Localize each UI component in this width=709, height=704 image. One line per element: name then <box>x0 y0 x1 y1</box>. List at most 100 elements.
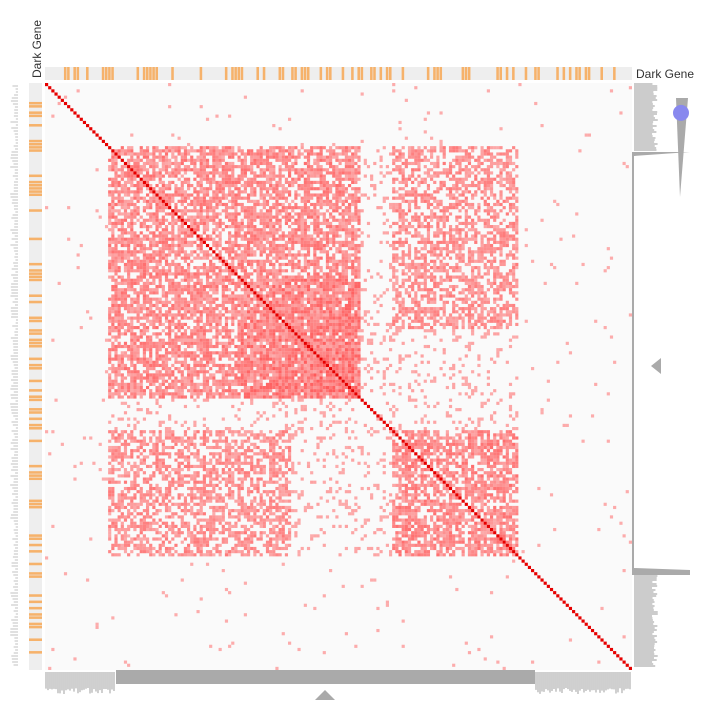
heatmap-cell[interactable] <box>272 234 276 238</box>
heatmap-cell[interactable] <box>142 284 146 289</box>
heatmap-cell[interactable] <box>508 234 513 238</box>
heatmap-cell[interactable] <box>183 155 188 159</box>
heatmap-cell[interactable] <box>111 180 115 184</box>
heatmap-cell[interactable] <box>139 231 143 235</box>
heatmap-cell[interactable] <box>111 196 115 200</box>
heatmap-cell[interactable] <box>496 152 500 156</box>
heatmap-cell[interactable] <box>149 452 153 456</box>
heatmap-cell[interactable] <box>458 209 462 213</box>
heatmap-cell[interactable] <box>329 146 333 150</box>
heatmap-cell[interactable] <box>127 215 131 219</box>
heatmap-cell[interactable] <box>452 177 456 181</box>
heatmap-cell[interactable] <box>168 338 172 342</box>
heatmap-cell[interactable] <box>142 243 146 248</box>
heatmap-cell[interactable] <box>300 183 304 188</box>
heatmap-cell[interactable] <box>130 196 134 200</box>
heatmap-cell[interactable] <box>499 202 503 207</box>
heatmap-cell[interactable] <box>190 493 194 497</box>
heatmap-cell[interactable] <box>177 392 181 396</box>
heatmap-cell[interactable] <box>202 187 206 191</box>
heatmap-cell[interactable] <box>190 234 194 238</box>
heatmap-cell[interactable] <box>136 303 140 308</box>
heatmap-cell[interactable] <box>136 187 140 191</box>
heatmap-cell[interactable] <box>145 161 150 166</box>
heatmap-cell[interactable] <box>183 502 188 506</box>
heatmap-cell[interactable] <box>180 161 184 166</box>
heatmap-cell[interactable] <box>322 180 326 184</box>
heatmap-cell[interactable] <box>221 187 225 191</box>
heatmap-cell[interactable] <box>168 165 172 169</box>
heatmap-cell[interactable] <box>123 468 128 472</box>
heatmap-cell[interactable] <box>133 247 137 251</box>
heatmap-cell[interactable] <box>114 543 118 547</box>
heatmap-cell[interactable] <box>228 225 232 229</box>
heatmap-cell[interactable] <box>278 237 282 241</box>
heatmap-cell[interactable] <box>145 493 150 497</box>
heatmap-cell[interactable] <box>300 89 304 93</box>
heatmap-cell[interactable] <box>177 351 181 355</box>
heatmap-cell[interactable] <box>250 183 254 188</box>
heatmap-cell[interactable] <box>471 183 475 188</box>
heatmap-cell[interactable] <box>164 373 169 377</box>
heatmap-cell[interactable] <box>171 553 175 557</box>
heatmap-cell[interactable] <box>136 534 140 538</box>
heatmap-cell[interactable] <box>183 278 188 282</box>
heatmap-cell[interactable] <box>224 215 229 219</box>
heatmap-cell[interactable] <box>196 329 200 333</box>
heatmap-cell[interactable] <box>253 171 257 175</box>
heatmap-cell[interactable] <box>158 392 162 396</box>
heatmap-cell[interactable] <box>149 344 153 349</box>
heatmap-cell[interactable] <box>133 354 137 358</box>
heatmap-cell[interactable] <box>164 212 169 216</box>
heatmap-cell[interactable] <box>250 221 254 226</box>
heatmap-cell[interactable] <box>149 527 153 532</box>
heatmap-cell[interactable] <box>335 234 339 238</box>
heatmap-cell[interactable] <box>344 240 348 244</box>
heatmap-cell[interactable] <box>171 133 175 137</box>
heatmap-cell[interactable] <box>127 367 131 371</box>
heatmap-cell[interactable] <box>117 335 121 339</box>
heatmap-cell[interactable] <box>127 199 131 203</box>
heatmap-cell[interactable] <box>177 322 181 327</box>
heatmap-cell[interactable] <box>471 234 475 238</box>
heatmap-cell[interactable] <box>464 202 468 207</box>
heatmap-cell[interactable] <box>161 269 165 273</box>
heatmap-cell[interactable] <box>398 202 402 207</box>
heatmap-cell[interactable] <box>202 199 206 203</box>
heatmap-cell[interactable] <box>177 215 181 219</box>
heatmap-cell[interactable] <box>477 155 481 159</box>
heatmap-cell[interactable] <box>303 231 307 235</box>
heatmap-cell[interactable] <box>404 193 408 197</box>
heatmap-cell[interactable] <box>190 310 194 314</box>
heatmap-cell[interactable] <box>155 436 159 440</box>
heatmap-cell[interactable] <box>136 389 140 393</box>
heatmap-cell[interactable] <box>202 193 206 197</box>
heatmap-cell[interactable] <box>205 187 210 191</box>
heatmap-cell[interactable] <box>177 474 181 478</box>
heatmap-cell[interactable] <box>155 341 159 345</box>
heatmap-cell[interactable] <box>149 199 153 203</box>
heatmap-cell[interactable] <box>354 161 358 166</box>
heatmap-cell[interactable] <box>332 243 336 248</box>
heatmap-cell[interactable] <box>193 272 197 276</box>
heatmap-cell[interactable] <box>158 430 162 434</box>
heatmap-cell[interactable] <box>499 152 503 156</box>
heatmap-cell[interactable] <box>158 319 162 323</box>
heatmap-cell[interactable] <box>306 240 311 244</box>
heatmap-cell[interactable] <box>177 496 181 500</box>
heatmap-cell[interactable] <box>136 209 140 213</box>
heatmap-cell[interactable] <box>215 206 219 210</box>
heatmap-cell[interactable] <box>174 288 178 292</box>
heatmap-cell[interactable] <box>347 228 352 232</box>
heatmap-cell[interactable] <box>168 335 172 339</box>
heatmap-cell[interactable] <box>133 348 137 352</box>
heatmap-cell[interactable] <box>145 174 150 178</box>
heatmap-cell[interactable] <box>155 449 159 453</box>
heatmap-cell[interactable] <box>111 177 115 181</box>
heatmap-cell[interactable] <box>193 297 197 301</box>
heatmap-cell[interactable] <box>250 206 254 210</box>
heatmap-cell[interactable] <box>202 351 206 355</box>
heatmap-cell[interactable] <box>152 367 156 371</box>
heatmap-cell[interactable] <box>120 281 124 285</box>
heatmap-cell[interactable] <box>430 196 434 200</box>
